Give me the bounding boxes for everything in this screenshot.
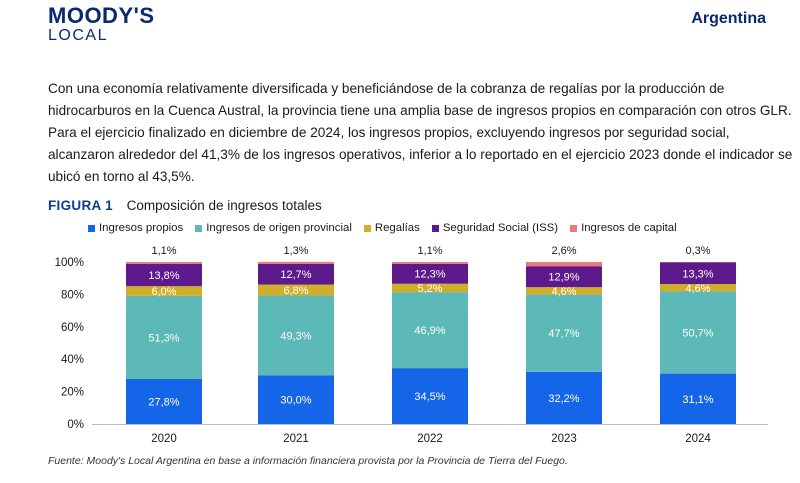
bar-segment xyxy=(526,262,602,267)
bar-segment xyxy=(126,262,202,264)
legend-swatch xyxy=(570,224,578,232)
legend-label: Ingresos de capital xyxy=(581,222,677,234)
data-label-capital: 1,1% xyxy=(151,245,176,257)
data-label-capital: 0,3% xyxy=(685,245,710,257)
bar-segment xyxy=(258,261,334,264)
legend-label: Ingresos propios xyxy=(99,222,184,234)
bar-segment xyxy=(258,263,334,285)
figure-title: Composición de ingresos totales xyxy=(126,198,322,213)
bar-segment xyxy=(392,368,468,424)
country-label: Argentina xyxy=(691,10,766,27)
figure-number: FIGURA 1 xyxy=(48,198,113,213)
legend-item: Regalías xyxy=(363,222,420,234)
bar-segment xyxy=(526,266,602,288)
bar-segment xyxy=(392,262,468,264)
data-label: 30,0% xyxy=(280,395,311,407)
data-label: 12,3% xyxy=(414,269,445,281)
chart-legend: Ingresos propios Ingresos de origen provi… xyxy=(88,222,677,234)
data-label-capital: 1,1% xyxy=(417,245,442,257)
bar-segment xyxy=(126,378,202,424)
logo-sub-text: LOCAL xyxy=(48,27,108,44)
legend-swatch xyxy=(88,224,95,232)
data-label: 50,7% xyxy=(682,328,713,340)
bar-segment xyxy=(660,291,736,374)
data-label-capital: 1,3% xyxy=(283,245,308,257)
figure-heading: FIGURA 1 Composición de ingresos totales xyxy=(48,198,322,213)
data-label: 46,9% xyxy=(414,325,445,337)
x-tick-label: 2023 xyxy=(551,433,577,445)
bar-segment xyxy=(526,294,602,372)
data-label: 4,6% xyxy=(551,286,576,298)
data-label: 32,2% xyxy=(548,393,579,405)
data-label: 6,0% xyxy=(151,286,176,298)
data-label: 34,5% xyxy=(414,391,445,403)
legend-item: Ingresos de origen provincial xyxy=(195,222,352,234)
data-label: 49,3% xyxy=(280,330,311,342)
legend-swatch xyxy=(363,224,371,232)
legend-item: Ingresos propios xyxy=(88,222,183,234)
bar-segment xyxy=(392,283,468,293)
data-label: 12,9% xyxy=(548,272,579,284)
bar-segment xyxy=(660,373,736,424)
data-label: 6,8% xyxy=(283,285,308,297)
y-tick-label: 80% xyxy=(61,289,84,301)
y-tick-label: 40% xyxy=(61,354,84,366)
y-tick-label: 60% xyxy=(61,322,84,334)
bar-segment xyxy=(258,284,334,296)
legend-label: Regalías xyxy=(374,222,420,234)
bar-segment xyxy=(526,371,602,424)
legend-label: Ingresos de origen provincial xyxy=(206,222,352,234)
data-label-capital: 2,6% xyxy=(551,245,576,257)
data-label: 27,8% xyxy=(148,396,179,408)
bar-segment xyxy=(258,375,334,424)
data-label: 13,8% xyxy=(148,270,179,282)
bar-segment xyxy=(660,284,736,292)
bar-segment xyxy=(126,286,202,296)
x-tick-label: 2024 xyxy=(685,433,711,445)
legend-swatch xyxy=(195,224,203,232)
y-tick-label: 0% xyxy=(67,419,84,431)
data-label: 47,7% xyxy=(548,328,579,340)
legend-item: Ingresos de capital xyxy=(570,222,677,234)
moodys-local-logo: MOODY'S LOCAL xyxy=(48,4,178,48)
data-label: 12,7% xyxy=(280,269,311,281)
legend-label: Seguridad Social (ISS) xyxy=(442,222,559,234)
y-tick-label: 20% xyxy=(61,387,84,399)
bar-segment xyxy=(526,287,602,295)
logo-main-text: MOODY'S xyxy=(48,3,155,28)
data-label: 51,3% xyxy=(148,332,179,344)
bar-segment xyxy=(126,295,202,379)
data-label: 4,6% xyxy=(685,283,710,295)
bar-segment xyxy=(126,263,202,287)
bar-segment xyxy=(392,263,468,284)
data-label: 13,3% xyxy=(682,268,713,280)
x-tick-label: 2020 xyxy=(151,433,177,445)
body-paragraph: Con una economía relativamente diversifi… xyxy=(48,81,793,184)
legend-item: Seguridad Social (ISS) xyxy=(431,222,559,234)
bar-segment xyxy=(258,295,334,376)
legend-swatch xyxy=(431,224,439,232)
y-tick-label: 100% xyxy=(55,257,84,269)
bar-segment xyxy=(392,292,468,369)
x-tick-label: 2022 xyxy=(417,433,443,445)
data-label: 5,2% xyxy=(417,283,442,295)
x-tick-label: 2021 xyxy=(283,433,309,445)
stacked-bar-chart: 0% 20% 40% 60% 80% 100% 27,8% 51,3% 6,0% 13,8% 1,1… xyxy=(55,245,768,445)
data-label: 31,1% xyxy=(682,394,713,406)
source-note: Fuente: Moody's Local Argentina en base … xyxy=(48,455,568,467)
bar-segment xyxy=(660,262,736,285)
